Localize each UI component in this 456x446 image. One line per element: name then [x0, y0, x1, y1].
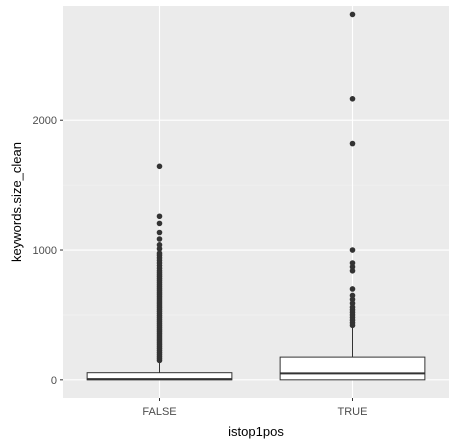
outlier-point — [156, 242, 163, 248]
outlier-point — [156, 213, 163, 220]
outlier-point — [349, 300, 356, 307]
y-tick-label: 1000 — [33, 245, 57, 257]
outlier-point — [156, 163, 163, 170]
outlier-point — [349, 264, 356, 270]
x-tick-label: FALSE — [142, 406, 176, 418]
outlier-point — [349, 260, 356, 266]
y-axis-title: keywords.size_clean — [9, 142, 24, 262]
outlier-point — [156, 229, 163, 236]
outlier-point — [349, 296, 356, 303]
outlier-point — [349, 140, 356, 147]
outlier-point — [349, 247, 356, 253]
x-axis-title: istop1pos — [228, 424, 284, 439]
outlier-point — [156, 220, 163, 227]
y-tick-label: 2000 — [33, 115, 57, 127]
outlier-point — [349, 286, 356, 292]
outlier-point — [156, 250, 163, 257]
boxes — [86, 11, 426, 381]
box-group — [86, 163, 233, 381]
outlier-point — [349, 304, 356, 310]
outlier-point — [156, 236, 163, 242]
outlier-point — [349, 292, 356, 299]
y-tick-label: 0 — [51, 375, 57, 387]
grid-minor — [63, 184, 449, 316]
outlier-point — [349, 11, 356, 18]
y-axis-ticks: 0 1000 2000 — [33, 115, 63, 387]
outlier-point — [349, 96, 356, 102]
outlier-point — [156, 245, 163, 252]
plot-panel — [63, 6, 449, 398]
box-iqr — [279, 356, 426, 381]
x-tick-label: TRUE — [338, 406, 368, 418]
outlier-point — [349, 267, 356, 274]
box-group — [279, 11, 426, 381]
x-axis-ticks: FALSE TRUE — [142, 398, 367, 418]
